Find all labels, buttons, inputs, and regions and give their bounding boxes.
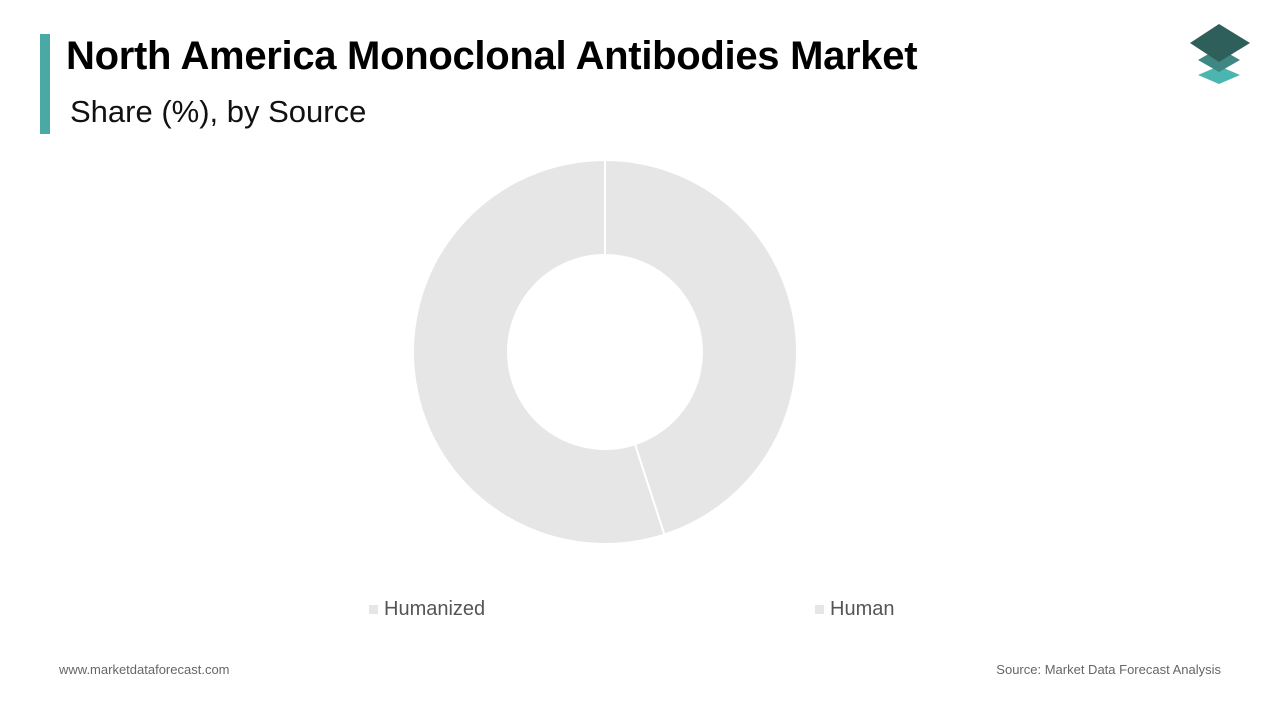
logo-layer-top <box>1190 24 1250 62</box>
legend-swatch-human <box>815 605 824 614</box>
legend-label-humanized: Humanized <box>384 598 486 620</box>
logo-layer-bottom <box>1198 66 1240 84</box>
stacked-layers-icon <box>1190 24 1250 84</box>
chart-title: North America Monoclonal Antibodies Mark… <box>66 34 918 78</box>
footer-source: Source: Market Data Forecast Analysis <box>996 662 1221 677</box>
chart-subtitle: Share (%), by Source <box>70 94 367 129</box>
donut-slice-humanized <box>412 158 666 545</box>
footer-website: www.marketdataforecast.com <box>59 662 230 677</box>
donut-slice-human <box>604 158 798 536</box>
legend-item-human: Human <box>815 598 894 621</box>
legend-swatch-humanized <box>369 605 378 614</box>
legend-label-human: Human <box>830 598 895 620</box>
title-accent-bar <box>40 34 50 134</box>
legend-item-humanized: Humanized <box>369 598 485 621</box>
